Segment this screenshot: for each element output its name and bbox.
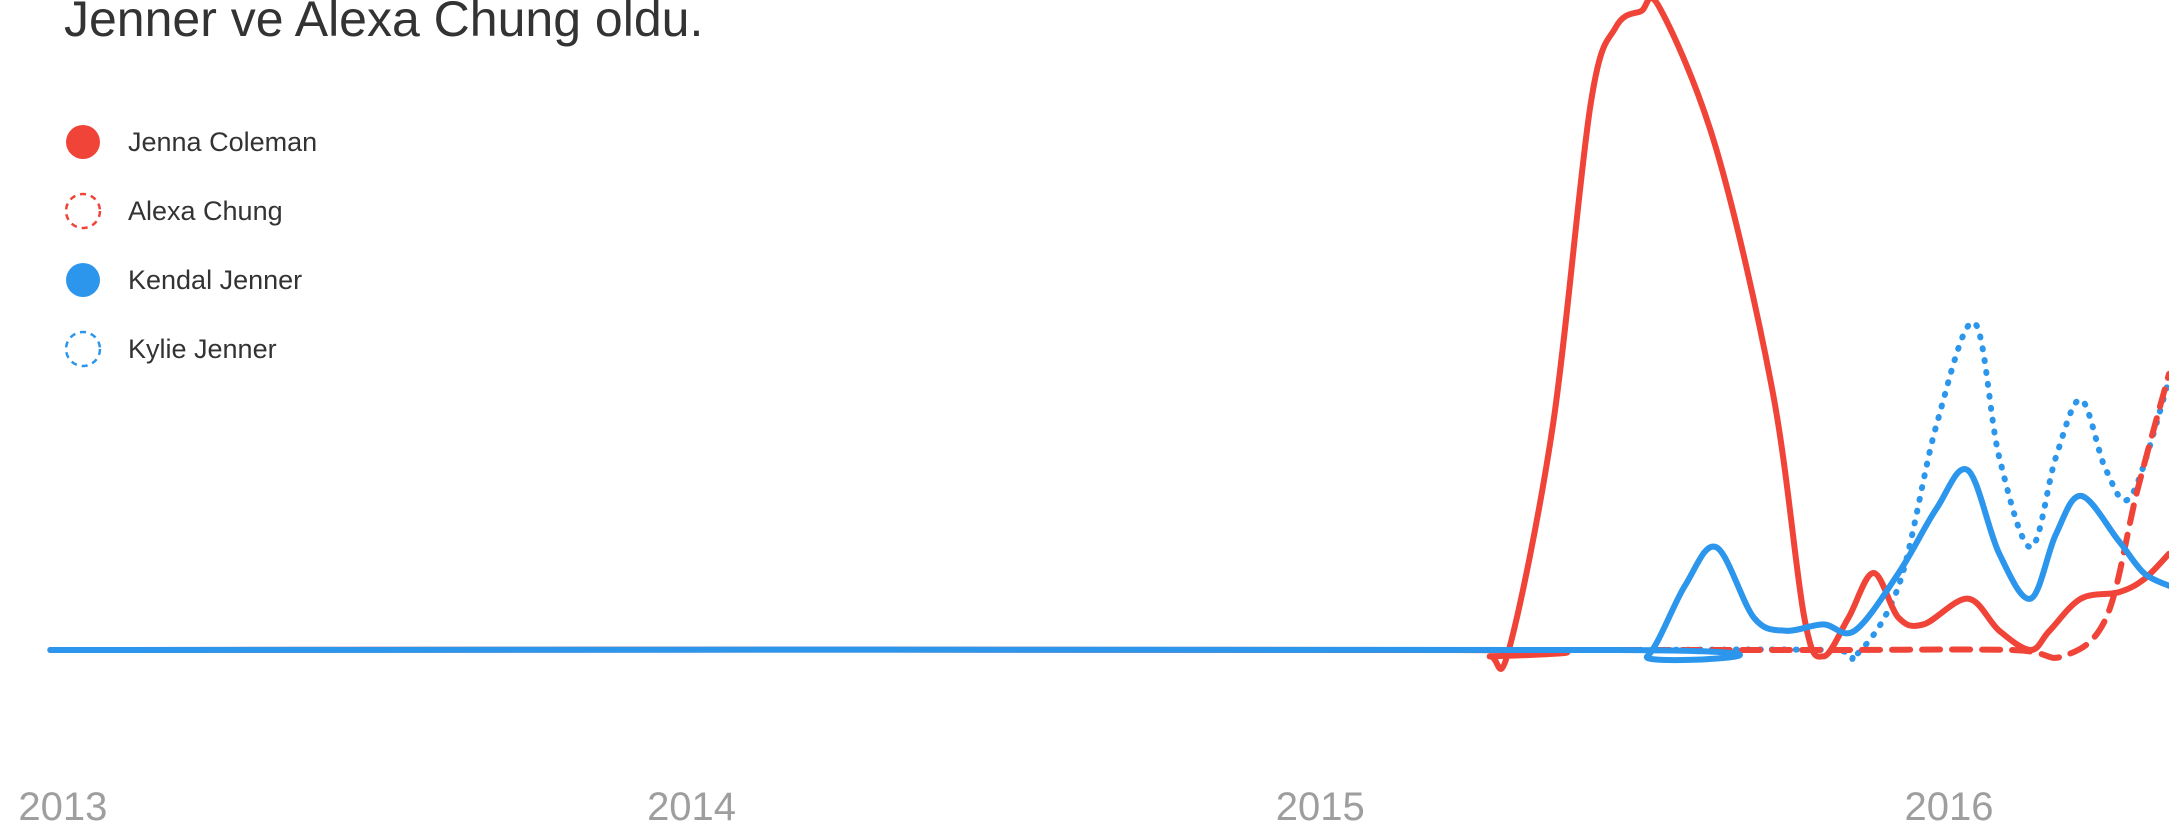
legend-label: Kylie Jenner — [128, 334, 277, 364]
line-series — [1612, 319, 2169, 663]
legend-swatch — [66, 125, 100, 159]
x-tick-label: 2015 — [1276, 785, 1365, 829]
line-series — [1619, 370, 2169, 661]
legend-label: Alexa Chung — [128, 196, 283, 226]
line-series — [47, 466, 2169, 664]
line-series — [47, 0, 2169, 672]
legend-label: Jenna Coleman — [128, 127, 317, 157]
x-tick-label: 2014 — [647, 785, 736, 829]
legend-swatch — [64, 330, 102, 368]
x-tick-label: 2016 — [1904, 785, 1993, 829]
legend-label: Kendal Jenner — [128, 265, 302, 295]
legend-swatch — [66, 263, 100, 297]
legend-swatch — [64, 192, 102, 230]
x-tick-label: 2013 — [18, 785, 107, 829]
chart-title: Jenner ve Alexa Chung oldu. — [64, 0, 703, 47]
